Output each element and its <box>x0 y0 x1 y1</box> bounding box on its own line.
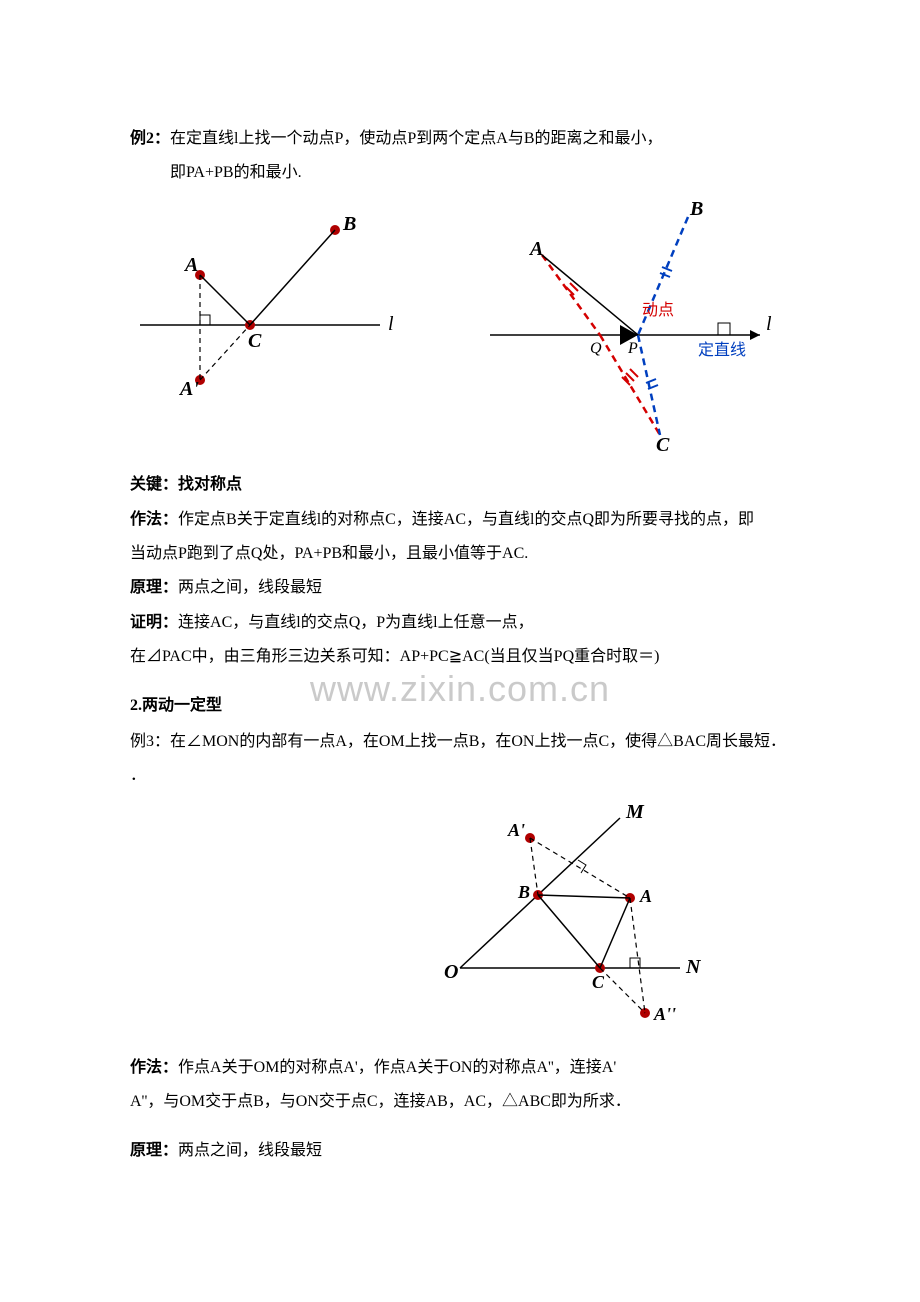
ex2-proof-line1: 证明：连接AC，与直线l的交点Q，P为直线l上任意一点， <box>130 608 790 638</box>
ex2-line2: 即PA+PB的和最小. <box>130 158 790 188</box>
diagram-2: l A B <box>470 195 790 466</box>
d3-label-C: C <box>592 972 605 992</box>
sec2-principle-text: 两点之间，线段最短 <box>178 1142 322 1159</box>
ex2-diagram-row: l A A' B C <box>130 195 790 466</box>
diagram-1: l A A' B C <box>130 195 410 466</box>
d2-label-C: C <box>656 434 670 455</box>
sec2-principle-label: 原理： <box>130 1142 178 1159</box>
d3-label-M: M <box>625 801 645 823</box>
d2-label-P: P <box>627 340 638 357</box>
ex2-proof-label: 证明： <box>130 614 178 631</box>
ex2-line1: 例2：在定直线l上找一个动点P，使动点P到两个定点A与B的距离之和最小， <box>130 124 790 154</box>
d3-label-N: N <box>685 956 702 978</box>
d3-label-App: A'' <box>653 1004 676 1024</box>
ex2-key: 关键：找对称点 <box>130 470 790 500</box>
d2-label-moving: 动点 <box>642 301 674 319</box>
d2-label-fixedline: 定直线 <box>698 341 746 359</box>
d1-label-Ap: A' <box>178 378 199 400</box>
ex2-method-label: 作法： <box>130 511 178 528</box>
d3-label-B: B <box>517 882 530 902</box>
d2-label-l: l <box>766 313 772 335</box>
ex2-principle-label: 原理： <box>130 579 178 596</box>
d3-label-O: O <box>444 961 458 983</box>
ex2-method-line1: 作法：作定点B关于定直线l的对称点C，连接AC，与直线l的交点Q即为所要寻找的点… <box>130 505 790 535</box>
sec2-title: 2.两动一定型 <box>130 691 790 721</box>
ex3-label: 例3： <box>130 733 170 750</box>
ex2-principle-text: 两点之间，线段最短 <box>178 579 322 596</box>
ex2-method-line2: 当动点P跑到了点Q处，PA+PB和最小，且最小值等于AC. <box>130 539 790 569</box>
ex2-label: 例2： <box>130 130 170 147</box>
ex2-method-text1: 作定点B关于定直线l的对称点C，连接AC，与直线l的交点Q即为所要寻找的点，即 <box>178 511 754 528</box>
ex3-text: 在∠MON的内部有一点A，在OM上找一点B，在ON上找一点C，使得△BAC周长最… <box>170 733 786 750</box>
d1-label-C: C <box>248 330 262 352</box>
ex2-proof-text1: 连接AC，与直线l的交点Q，P为直线l上任意一点， <box>178 614 534 631</box>
ex3-line: 例3：在∠MON的内部有一点A，在OM上找一点B，在ON上找一点C，使得△BAC… <box>130 727 790 757</box>
sec2-method-line2: A''，与OM交于点B，与ON交于点C，连接AB，AC，△ABC即为所求． <box>130 1087 790 1117</box>
d2-label-B: B <box>689 198 703 220</box>
d1-label-A: A <box>183 254 198 276</box>
d2-label-A: A <box>528 238 543 260</box>
ex2-key-text: 找对称点 <box>178 476 242 493</box>
d2-label-Q: Q <box>590 340 602 357</box>
ex2-proof-line2: 在⊿PAC中，由三角形三边关系可知：AP+PC≧AC(当且仅当PQ重合时取＝) <box>130 642 790 672</box>
sec2-principle: 原理：两点之间，线段最短 <box>130 1136 790 1166</box>
diagram-3-wrap: N M O A' B A C A'' <box>350 798 790 1039</box>
d3-label-Ap: A' <box>507 820 525 840</box>
sec2-method-label: 作法： <box>130 1059 178 1076</box>
sec2-method-line1: 作法：作点A关于OM的对称点A'，作点A关于ON的对称点A''，连接A' <box>130 1053 790 1083</box>
ex2-key-label: 关键： <box>130 476 178 493</box>
d3-label-A: A <box>639 886 652 906</box>
diagram-3: N M O A' B A C A'' <box>430 798 710 1028</box>
ex3-dot: ． <box>130 761 790 791</box>
ex2-principle: 原理：两点之间，线段最短 <box>130 573 790 603</box>
ex2-line1-text: 在定直线l上找一个动点P，使动点P到两个定点A与B的距离之和最小， <box>170 130 662 147</box>
sec2-method-text1: 作点A关于OM的对称点A'，作点A关于ON的对称点A''，连接A' <box>178 1059 616 1076</box>
d1-label-l: l <box>388 313 394 335</box>
page-content: www.zixin.com.cn 例2：在定直线l上找一个动点P，使动点P到两个… <box>0 0 920 1230</box>
d1-label-B: B <box>342 213 356 235</box>
